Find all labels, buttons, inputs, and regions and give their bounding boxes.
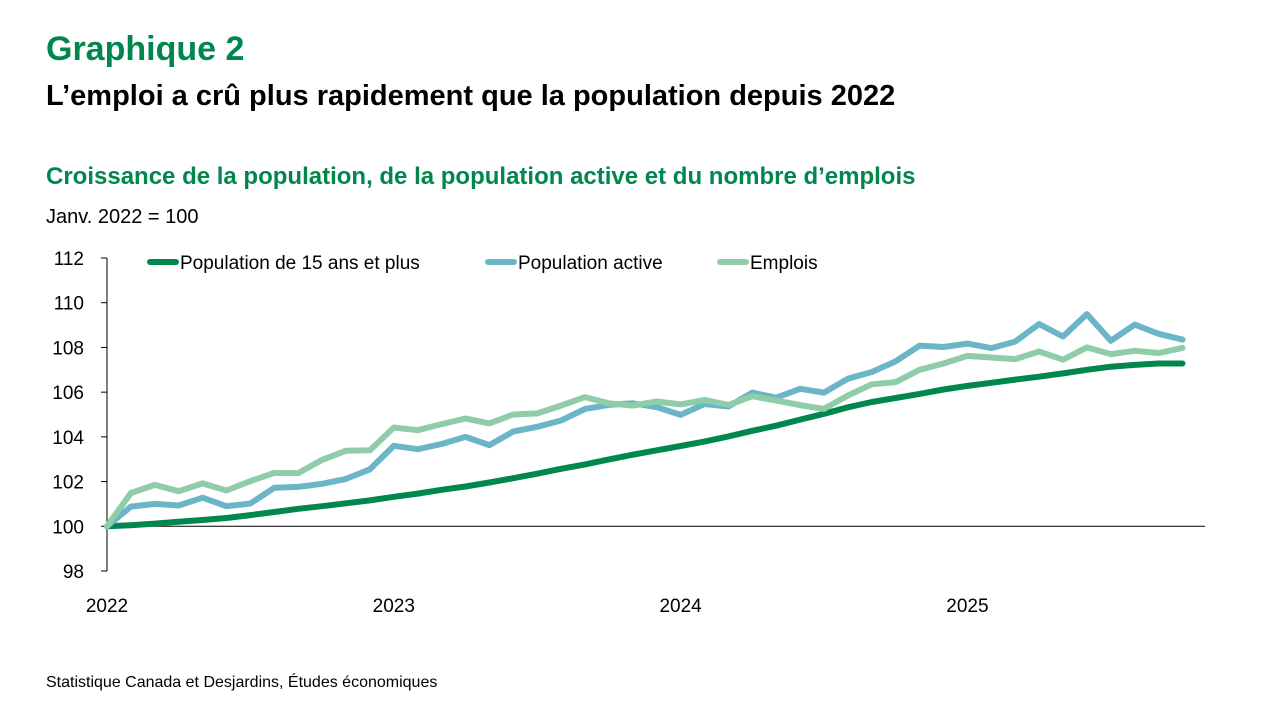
x-tick-label: 2024 (659, 596, 702, 617)
y-tick-label: 104 (52, 428, 84, 449)
x-tick-label: 2025 (946, 596, 988, 617)
series-line-emplois (104, 344, 1186, 530)
chart-subtitle: Croissance de la population, de la popul… (46, 163, 916, 190)
legend-item-emplois: Emplois (717, 253, 818, 274)
y-tick-label: 98 (63, 562, 84, 583)
series-layer (104, 311, 1186, 530)
legend-item-population-active: Population active (485, 253, 663, 274)
x-tick-label: 2022 (86, 596, 128, 617)
y-tick-label: 108 (52, 338, 84, 359)
axes: 98 100 102 104 106 108 110 112 2022 2023 2024 2025 (52, 249, 1205, 617)
y-tick-label: 102 (52, 473, 84, 494)
legend-item-population-15-plus: Population de 15 ans et plus (147, 253, 420, 274)
x-tick-label: 2023 (373, 596, 415, 617)
legend-label: Population active (518, 253, 663, 274)
unit-note: Janv. 2022 = 100 (46, 206, 199, 228)
y-tick-label: 100 (52, 517, 84, 538)
legend: Population de 15 ans et plus Population a… (147, 253, 818, 274)
series-line-population-active (104, 311, 1186, 530)
graph-label: Graphique 2 (46, 30, 245, 68)
page-title: L’emploi a crû plus rapidement que la po… (46, 80, 896, 112)
series-line-population-15-plus (104, 360, 1186, 530)
y-tick-label: 110 (54, 294, 84, 315)
y-tick-label: 106 (52, 383, 84, 404)
legend-label: Population de 15 ans et plus (180, 253, 420, 274)
source-note: Statistique Canada et Desjardins, Études… (46, 674, 438, 691)
legend-label: Emplois (750, 253, 818, 274)
y-tick-label: 112 (54, 249, 84, 270)
